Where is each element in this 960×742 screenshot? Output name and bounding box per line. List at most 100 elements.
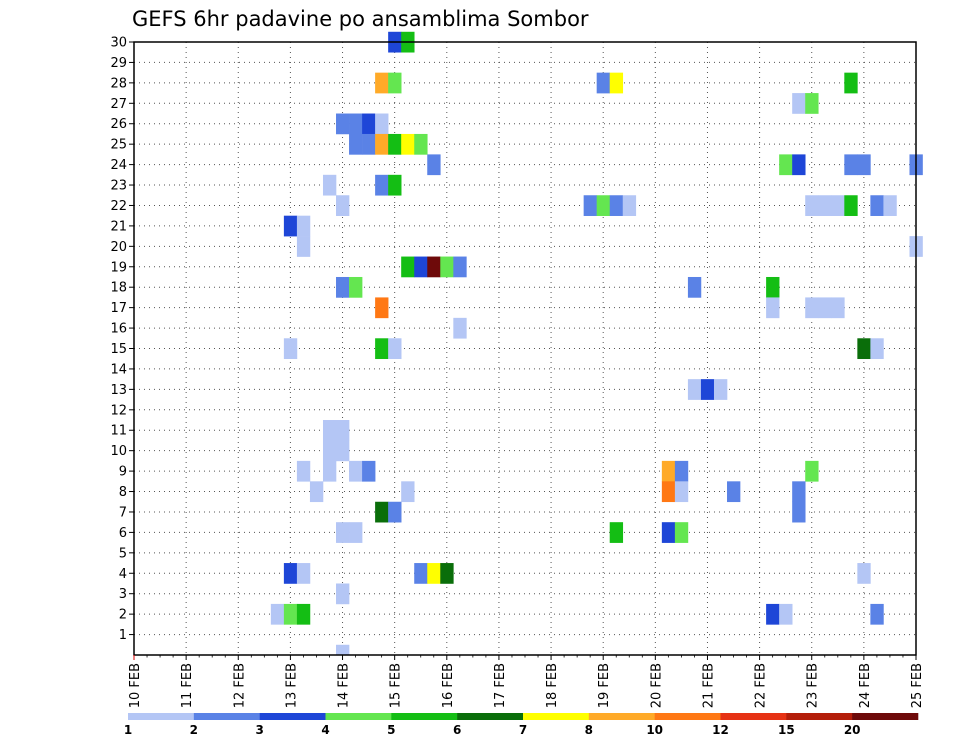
legend-label: 10: [646, 723, 663, 737]
precip-cell: [453, 317, 467, 339]
color-legend: 1 2 3 4 5 6 7 8 10 12 15 20: [124, 713, 919, 737]
legend-label: 15: [778, 723, 795, 737]
x-tick-label: 20 FEB: [649, 663, 664, 708]
precip-cell: [870, 603, 884, 625]
precip-cell: [336, 276, 350, 298]
precip-cell: [375, 113, 389, 135]
precip-cell: [401, 256, 415, 278]
precip-cell: [766, 603, 780, 625]
precip-cell: [870, 195, 884, 216]
precip-cell: [349, 276, 363, 298]
y-tick-label: 21: [110, 219, 127, 234]
x-tick-label: 14 FEB: [337, 663, 352, 708]
precip-cell: [362, 133, 376, 155]
precip-cell: [844, 72, 858, 94]
x-tick-label: 15 FEB: [389, 663, 404, 708]
y-tick-label: 15: [110, 342, 127, 357]
precip-cell: [427, 154, 441, 176]
precip-cell: [388, 72, 402, 94]
legend-swatch: [193, 713, 260, 720]
x-tick-label: 11 FEB: [180, 663, 195, 708]
precip-cell: [322, 460, 337, 482]
x-tick-label: 18 FEB: [545, 663, 560, 708]
x-tick-label: 12 FEB: [232, 663, 247, 708]
precip-cell: [427, 256, 441, 278]
precip-cell: [322, 420, 337, 441]
x-tick-label: 23 FEB: [806, 663, 821, 708]
precip-cell: [322, 174, 337, 196]
precip-cell: [583, 195, 597, 216]
x-tick-label: 17 FEB: [493, 663, 508, 708]
precip-cell: [375, 174, 389, 196]
y-tick-label: 13: [110, 383, 127, 398]
precip-cell: [792, 154, 806, 176]
precip-cell: [805, 93, 819, 114]
precip-cell: [870, 338, 884, 360]
precip-cell: [857, 563, 871, 584]
precip-cell: [661, 481, 676, 503]
precip-cell: [792, 501, 806, 523]
y-tick-label: 19: [110, 260, 127, 275]
precip-cell: [375, 72, 389, 94]
legend-swatch: [523, 713, 590, 720]
y-tick-label: 26: [110, 117, 127, 132]
precip-cell: [609, 522, 624, 543]
chart-title: GEFS 6hr padavine po ansamblima Sombor: [132, 7, 589, 31]
precip-cell: [283, 338, 298, 360]
legend-swatch: [588, 713, 655, 720]
y-tick-label: 18: [110, 281, 127, 296]
y-tick-label: 16: [110, 322, 127, 337]
precip-cell: [674, 481, 689, 503]
precip-cell: [414, 133, 428, 155]
precip-cell: [375, 133, 389, 155]
legend-label: 6: [453, 723, 461, 737]
precip-cell: [283, 563, 298, 584]
precip-cell: [401, 481, 415, 503]
y-tick-label: 11: [110, 424, 127, 439]
y-tick-label: 7: [119, 505, 127, 520]
y-tick-label: 5: [119, 546, 127, 561]
legend-label: 4: [321, 723, 329, 737]
precip-cell: [818, 195, 832, 216]
legend-label: 2: [190, 723, 198, 737]
legend-label: 3: [255, 723, 263, 737]
x-axis: 10 FEB 11 FEB 12 FEB 13 FEB 14 FEB 15 FEB 16 F…: [128, 655, 925, 708]
y-tick-label: 3: [119, 587, 127, 602]
precip-cell: [844, 154, 858, 176]
x-tick-label: 10 FEB: [128, 663, 143, 708]
precip-cell: [440, 563, 454, 584]
precip-cell: [362, 113, 376, 135]
precip-cell: [270, 603, 285, 625]
precip-cell: [792, 481, 806, 503]
y-tick-label: 24: [110, 158, 127, 173]
precip-cell: [596, 195, 611, 216]
precip-cell: [388, 338, 402, 360]
precip-cell: [661, 460, 676, 482]
precip-cell: [336, 644, 350, 656]
precip-cell: [427, 563, 441, 584]
precip-cell: [349, 460, 363, 482]
y-tick-label: 29: [110, 56, 127, 71]
data-cells: [270, 31, 923, 656]
legend-swatch: [786, 713, 853, 720]
y-tick-label: 4: [119, 567, 127, 582]
y-axis: 1234567891011121314151617181920212223242…: [110, 36, 134, 643]
precip-cell: [713, 379, 728, 400]
precip-cell: [336, 522, 350, 543]
precip-cell: [375, 501, 389, 523]
precip-cell: [674, 460, 689, 482]
precip-cell: [401, 133, 415, 155]
precip-cell: [322, 440, 337, 462]
y-tick-label: 6: [119, 526, 127, 541]
precip-cell: [727, 481, 741, 503]
legend-swatch: [852, 713, 919, 720]
y-tick-label: 1: [119, 628, 127, 643]
precip-cell: [779, 603, 793, 625]
precip-cell: [296, 215, 311, 237]
y-tick-label: 20: [110, 240, 127, 255]
legend-swatch: [654, 713, 721, 720]
x-tick-label: 24 FEB: [858, 663, 873, 708]
precip-cell: [375, 297, 389, 319]
y-tick-label: 30: [110, 36, 127, 51]
